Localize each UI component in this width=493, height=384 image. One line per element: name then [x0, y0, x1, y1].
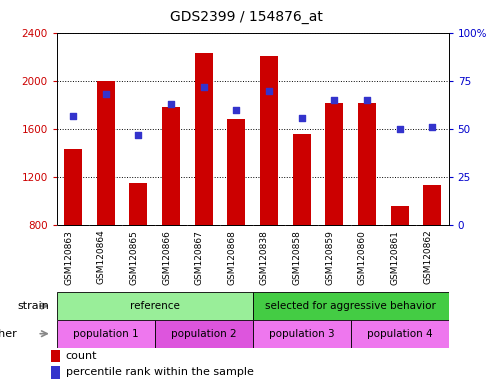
Text: GSM120862: GSM120862 [423, 230, 432, 285]
Bar [129, 183, 147, 225]
Text: GSM120866: GSM120866 [162, 230, 171, 285]
Point [396, 126, 404, 132]
Bar [423, 185, 441, 225]
Point [298, 114, 306, 121]
Text: reference: reference [130, 301, 179, 311]
Bar [252, 292, 449, 320]
Point [102, 91, 109, 98]
Point [330, 97, 338, 103]
Bar [51, 366, 60, 379]
Bar [57, 320, 155, 348]
Bar [260, 56, 278, 225]
Bar [252, 320, 351, 348]
Point [200, 84, 208, 90]
Text: count: count [66, 351, 97, 361]
Text: GSM120863: GSM120863 [64, 230, 73, 285]
Text: GSM120860: GSM120860 [358, 230, 367, 285]
Text: GSM120868: GSM120868 [227, 230, 236, 285]
Text: GSM120858: GSM120858 [293, 230, 302, 285]
Bar [227, 119, 246, 225]
Point [363, 97, 371, 103]
Point [135, 132, 142, 138]
Text: GSM120867: GSM120867 [195, 230, 204, 285]
Bar [390, 206, 409, 225]
Text: GSM120861: GSM120861 [390, 230, 400, 285]
Text: GSM120838: GSM120838 [260, 230, 269, 285]
Bar [64, 149, 82, 225]
Point [232, 107, 240, 113]
Text: GSM120864: GSM120864 [97, 230, 106, 285]
Bar [162, 108, 180, 225]
Text: population 3: population 3 [269, 329, 334, 339]
Text: strain: strain [17, 301, 49, 311]
Text: population 1: population 1 [73, 329, 139, 339]
Text: other: other [0, 329, 17, 339]
Bar [97, 81, 115, 225]
Text: GDS2399 / 154876_at: GDS2399 / 154876_at [170, 10, 323, 23]
Text: GSM120865: GSM120865 [129, 230, 139, 285]
Bar [325, 103, 343, 225]
Text: population 4: population 4 [367, 329, 432, 339]
Bar [195, 53, 212, 225]
Text: GSM120859: GSM120859 [325, 230, 334, 285]
Bar [358, 103, 376, 225]
Text: selected for aggressive behavior: selected for aggressive behavior [265, 301, 436, 311]
Point [265, 88, 273, 94]
Bar [57, 292, 252, 320]
Bar [293, 134, 311, 225]
Point [428, 124, 436, 130]
Bar [51, 350, 60, 362]
Text: percentile rank within the sample: percentile rank within the sample [66, 367, 253, 377]
Point [69, 113, 77, 119]
Point [167, 101, 175, 107]
Bar [155, 320, 252, 348]
Text: population 2: population 2 [171, 329, 237, 339]
Bar [351, 320, 449, 348]
